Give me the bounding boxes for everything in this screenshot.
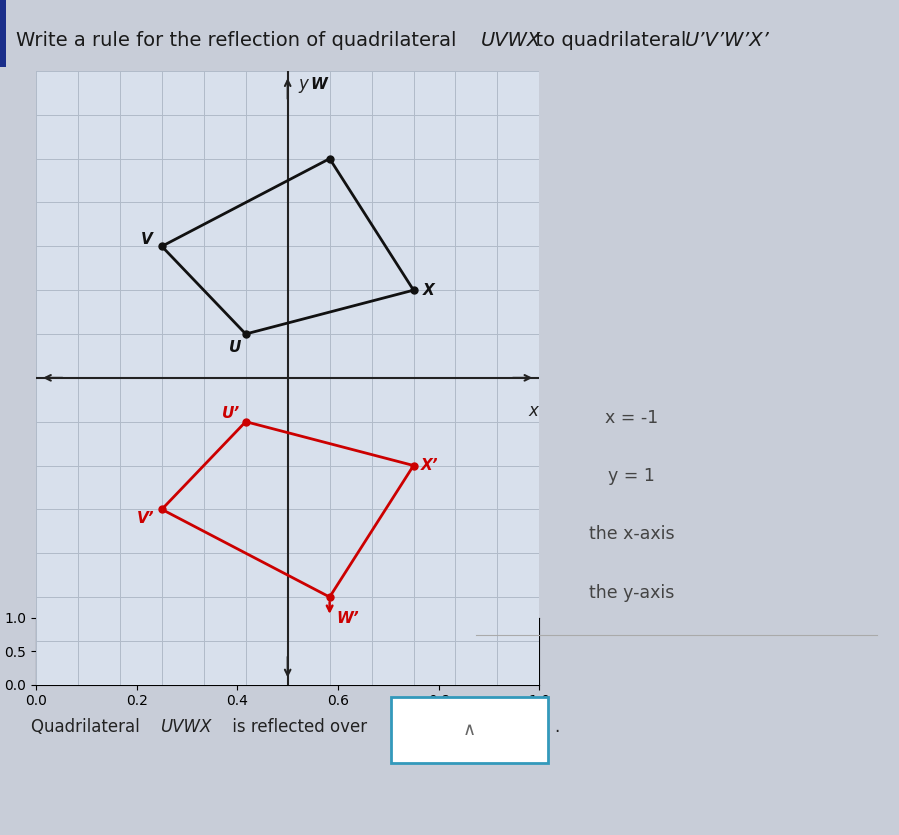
Bar <box>0 0 6 67</box>
Point <box>406 284 421 297</box>
Point <box>155 503 169 516</box>
Point <box>238 327 253 341</box>
Text: V: V <box>141 232 153 247</box>
Point <box>323 152 337 165</box>
Text: Quadrilateral: Quadrilateral <box>31 718 146 736</box>
Text: to quadrilateral: to quadrilateral <box>523 31 699 49</box>
Text: X’: X’ <box>421 458 438 473</box>
Text: the x-axis: the x-axis <box>589 525 674 544</box>
Point <box>406 459 421 473</box>
Text: U’: U’ <box>222 407 240 422</box>
Text: .: . <box>555 718 560 736</box>
Point <box>238 415 253 428</box>
Text: V’: V’ <box>138 511 155 525</box>
Text: the y-axis: the y-axis <box>589 584 674 602</box>
Text: X: X <box>423 283 434 297</box>
Text: x = -1: x = -1 <box>605 408 658 427</box>
Text: U’V’W’X’: U’V’W’X’ <box>685 31 770 49</box>
Text: is reflected over: is reflected over <box>227 718 367 736</box>
Text: ∧: ∧ <box>463 721 476 739</box>
Text: UVWX: UVWX <box>481 31 541 49</box>
Text: y: y <box>298 75 308 94</box>
Text: W: W <box>311 77 327 92</box>
Point <box>155 240 169 253</box>
Text: y = 1: y = 1 <box>608 467 654 485</box>
Text: UVWX: UVWX <box>160 718 211 736</box>
Text: U: U <box>229 340 242 355</box>
Point <box>323 590 337 604</box>
Text: W’: W’ <box>336 610 359 625</box>
FancyBboxPatch shape <box>391 696 548 763</box>
Text: x: x <box>529 402 538 420</box>
Text: Write a rule for the reflection of quadrilateral: Write a rule for the reflection of quadr… <box>16 31 463 49</box>
